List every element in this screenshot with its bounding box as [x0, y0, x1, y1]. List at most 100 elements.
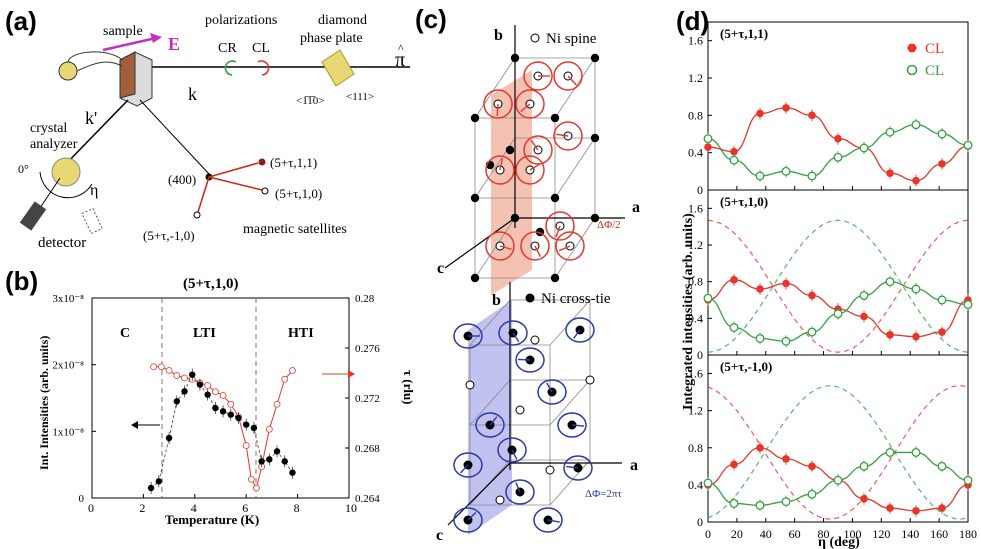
- b-ytick-label: 3x10⁻⁸: [52, 293, 84, 305]
- b-ytick-label: 0: [79, 493, 85, 505]
- b-int-point: [273, 448, 281, 455]
- c-spine-ring: [515, 89, 545, 119]
- d-point-cl-red: [912, 176, 920, 185]
- c-spin-arrow: [566, 465, 579, 469]
- d-point-cl-green: [937, 129, 947, 139]
- d-point-cl-green: [937, 461, 947, 471]
- diamond-plate: [321, 49, 355, 87]
- b-int-point: [181, 388, 188, 395]
- b-int-point: [281, 458, 288, 465]
- d-point-cl-red: [886, 169, 894, 177]
- c-spin-arrow: [496, 103, 499, 117]
- d-point-cl-red: [730, 276, 738, 284]
- b-tau-point: [173, 372, 181, 379]
- polarizations-label: polarizations: [205, 13, 277, 28]
- d-ytick-label: 0.8: [688, 108, 703, 122]
- d-point-cl-green: [963, 300, 973, 310]
- sample-label: sample: [103, 24, 143, 39]
- d-ytick-label: 1.2: [688, 404, 703, 418]
- axis-b-top: b: [494, 27, 503, 44]
- d-point-cl-red: [756, 109, 764, 118]
- d-point-cl-green: [963, 475, 973, 485]
- panel-d-xlabel: η (deg): [818, 535, 860, 549]
- phase-c: C: [120, 326, 130, 341]
- b-tau-point: [165, 367, 173, 374]
- legend-ni-spine: Ni spine: [546, 31, 597, 47]
- c-crosstie-ring: [505, 479, 535, 505]
- c-spine-ring: [515, 155, 545, 185]
- d-ytick-label: 1.6: [688, 367, 703, 381]
- d-point-cl-green: [729, 155, 739, 165]
- b-int-point: [250, 424, 258, 432]
- d-ytick-label: 0: [697, 183, 703, 197]
- c-ni-crosstie-dot: [550, 193, 560, 203]
- panel-d-label: (d): [676, 6, 709, 36]
- crosstie-atoms: [453, 317, 595, 533]
- c-crosstie-ring: [453, 507, 483, 533]
- b-tau-point: [157, 363, 165, 371]
- zero-deg: 0°: [18, 162, 29, 176]
- d-dashed-fit: [707, 219, 969, 353]
- d-point-cl-red: [860, 495, 868, 503]
- d-point-cl-red: [782, 104, 790, 112]
- d-ytick-label: 1.6: [688, 201, 703, 215]
- c-ni-crosstie-dot: [590, 133, 600, 143]
- c-ni-crosstie-dot: [510, 213, 520, 223]
- c-ni-crosstie-dot: [505, 145, 515, 155]
- d-subplot-title: (5+τ,1,1): [720, 26, 768, 41]
- panel-b-label: (b): [5, 266, 38, 296]
- d-point-cl-green: [807, 327, 817, 337]
- c-spine-ring: [555, 231, 585, 261]
- d-ytick-label: 0.4: [688, 146, 703, 160]
- b-y2tick-label: 0.264: [355, 493, 380, 505]
- c-crosstie-ring: [565, 317, 595, 343]
- c-spin-arrow: [517, 358, 531, 361]
- legend-ni-crosstie: Ni cross-tie: [541, 291, 611, 307]
- c-spin-arrow: [573, 329, 581, 339]
- axis-c-top: c: [437, 260, 444, 277]
- panel-b-ylabel-right: τ (rlu): [401, 370, 416, 405]
- c-ni-spine-dot: [465, 380, 475, 390]
- legend-cl-green: CL: [925, 63, 944, 79]
- b-xtick-label: 10: [345, 501, 357, 515]
- c-ni-crosstie-dot: [550, 113, 560, 123]
- panel-a: (a) π ^ diamond phase plate <1̅1̅0> <111…: [5, 6, 410, 251]
- c-spin-arrow: [567, 75, 577, 86]
- d-point-cl-green: [807, 489, 817, 499]
- c-spin-arrow: [499, 245, 512, 250]
- b-tau-point: [204, 382, 212, 389]
- k-label: k: [188, 84, 197, 104]
- detector-icon: [19, 201, 47, 231]
- d-point-cl-green: [885, 127, 895, 137]
- refl-400: (400): [168, 172, 196, 187]
- d-point-cl-green: [859, 143, 869, 153]
- d-point-cl-red: [782, 279, 790, 288]
- b-tau-point: [265, 425, 273, 433]
- b-tau-point: [150, 363, 158, 371]
- d-xtick-label: 160: [930, 527, 948, 541]
- d-point-cl-red: [782, 455, 790, 463]
- b-tau-point: [253, 484, 260, 492]
- b-ytick-label: 2x10⁻⁸: [52, 360, 84, 372]
- b-int-point: [189, 371, 196, 378]
- d-point-cl-green: [703, 478, 713, 488]
- b-tau-point: [181, 374, 188, 382]
- c-spine-ring: [523, 135, 553, 165]
- sat-511-dot: [258, 158, 266, 166]
- d-point-cl-green: [729, 323, 739, 332]
- legend-cl-red: CL: [925, 41, 944, 57]
- b-int-point: [165, 434, 173, 442]
- detector-label: detector: [38, 235, 86, 251]
- phase-top: ΔΦ/2: [597, 219, 621, 231]
- c-spin-arrow: [511, 449, 518, 460]
- d-subplot-frame: [707, 189, 969, 356]
- b-tau-point: [273, 400, 281, 408]
- c-spin-arrow: [571, 424, 584, 427]
- d-xtick-label: 0: [705, 527, 711, 541]
- e-field-label: E: [168, 34, 180, 54]
- sat-511-label: (5+τ,1,1): [270, 155, 317, 170]
- panel-b-marks: [147, 363, 296, 494]
- b-int-point: [219, 408, 227, 415]
- sample-block: [119, 51, 136, 99]
- axis-a-bottom: a: [630, 457, 638, 474]
